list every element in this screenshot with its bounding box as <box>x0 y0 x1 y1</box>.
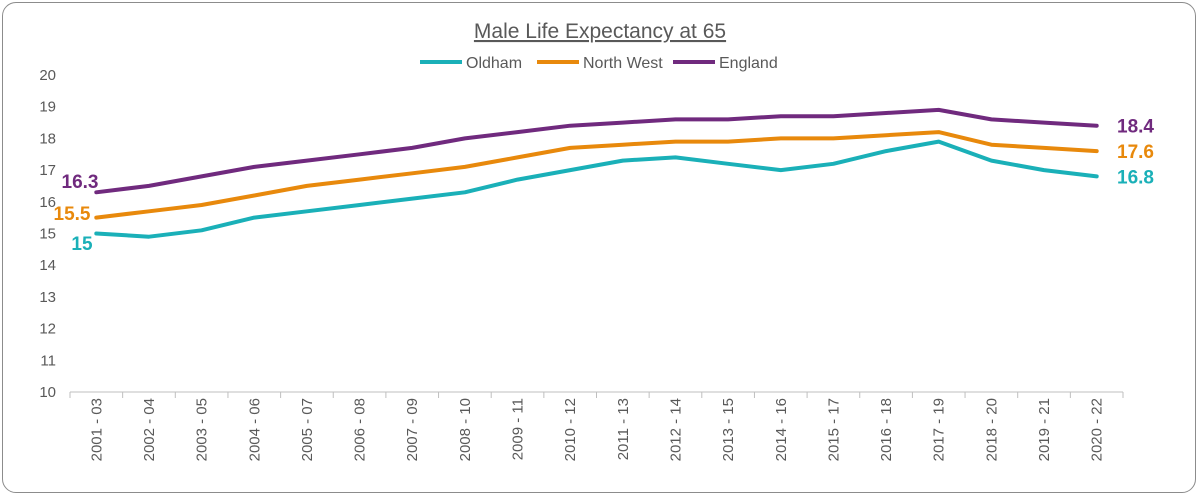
x-tick-label: 2019 - 21 <box>1036 398 1053 461</box>
legend: Oldham North West England <box>420 55 778 72</box>
y-tick-label: 15 <box>39 226 56 243</box>
x-tick-label: 2013 - 15 <box>720 398 737 461</box>
x-tick-label: 2005 - 07 <box>299 398 316 461</box>
plot-area <box>94 107 1099 239</box>
x-tick-label: 2014 - 16 <box>773 398 790 461</box>
data-label-end: 16.8 <box>1117 167 1154 188</box>
y-tick-label: 19 <box>39 99 56 116</box>
x-tick-label: 2012 - 14 <box>667 398 684 461</box>
y-tick-label: 17 <box>39 162 56 179</box>
data-label-start: 15.5 <box>54 204 91 225</box>
y-tick-label: 12 <box>39 321 56 338</box>
data-label-end: 17.6 <box>1117 142 1154 163</box>
data-label-start: 16.3 <box>62 172 99 193</box>
x-tick-label: 2008 - 10 <box>457 398 474 461</box>
x-tick-label: 2010 - 12 <box>562 398 579 461</box>
y-tick-label: 20 <box>39 67 56 84</box>
y-tick-label: 18 <box>39 130 56 147</box>
x-axis: 2001 - 03 2002 - 04 2003 - 05 2004 - 06 2005… <box>69 391 1124 461</box>
y-tick-label: 13 <box>39 289 56 306</box>
x-tick-label: 2006 - 08 <box>352 398 369 461</box>
series-line-north-west <box>94 130 1099 220</box>
x-tick-label: 2007 - 09 <box>404 398 421 461</box>
series-line-england <box>94 107 1099 195</box>
data-labels: 15 16.8 15.5 17.6 16.3 18.4 <box>54 117 1155 255</box>
x-tick-label: 2016 - 18 <box>878 398 895 461</box>
x-tick-label: 2009 - 11 <box>510 398 527 460</box>
data-label-start: 15 <box>71 234 93 255</box>
x-tick-label: 2020 - 22 <box>1089 398 1106 461</box>
x-tick-label: 2011 - 13 <box>615 398 632 460</box>
y-tick-label: 10 <box>39 384 56 401</box>
x-tick-label: 2004 - 06 <box>246 398 263 461</box>
y-tick-label: 11 <box>40 352 56 369</box>
legend-label: England <box>719 55 778 72</box>
x-tick-label: 2017 - 19 <box>931 398 948 461</box>
x-tick-label: 2002 - 04 <box>141 398 158 461</box>
y-tick-label: 16 <box>39 194 56 211</box>
x-tick-label: 2003 - 05 <box>194 398 211 461</box>
series-line-oldham <box>94 139 1099 239</box>
x-tick-label: 2001 - 03 <box>88 398 105 461</box>
y-axis: 10 11 12 13 14 15 16 17 18 19 20 <box>39 67 56 401</box>
chart-title: Male Life Expectancy at 65 <box>474 20 726 43</box>
x-tick-label: 2018 - 20 <box>983 398 1000 461</box>
y-tick-label: 14 <box>39 257 56 274</box>
legend-label: Oldham <box>466 55 522 72</box>
data-label-end: 18.4 <box>1117 117 1154 138</box>
legend-label: North West <box>583 55 663 72</box>
x-tick-label: 2015 - 17 <box>825 398 842 461</box>
